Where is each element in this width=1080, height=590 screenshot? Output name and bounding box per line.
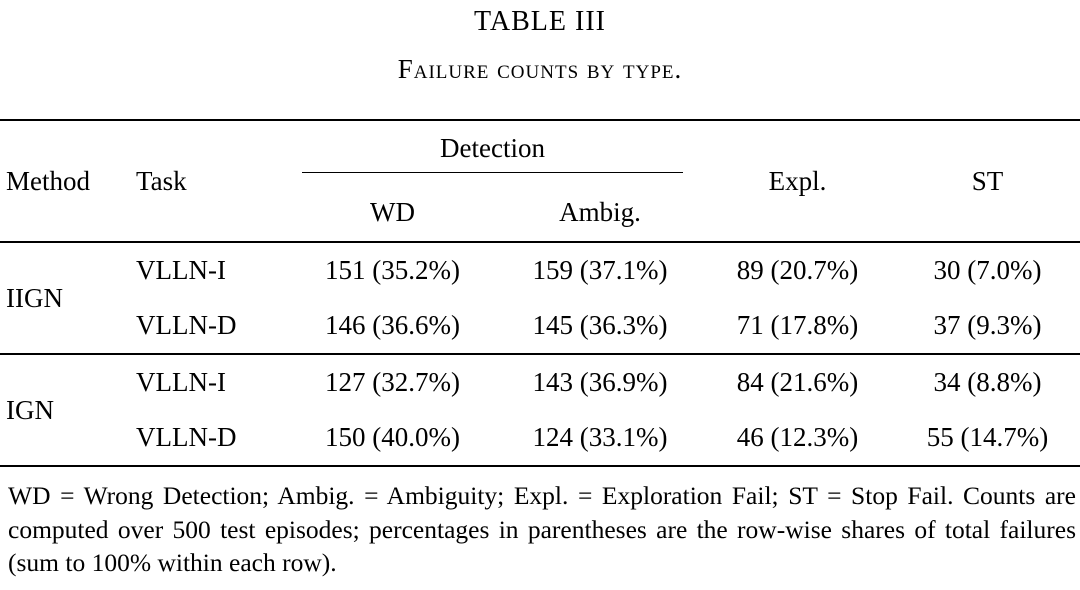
table-header: Method Task Detection Expl. ST WD Ambig. <box>0 120 1080 243</box>
header-wd: WD <box>285 184 500 243</box>
expl-cell: 89 (20.7%) <box>736 255 859 285</box>
method-cell: IGN <box>0 353 130 466</box>
table-row: IGN VLLN-I 127 (32.7%) 143 (36.9%) 84 (2… <box>0 353 1080 466</box>
header-st: ST <box>895 120 1080 243</box>
method-group-iign: IIGN VLLN-I 151 (35.2%) 159 (37.1%) 89 (… <box>0 242 1080 354</box>
header-task: Task <box>130 120 285 243</box>
failure-counts-table: Method Task Detection Expl. ST WD Ambig.… <box>0 119 1080 467</box>
header-detection: Detection <box>285 120 700 184</box>
st-cell: 37 (9.3%) <box>933 310 1042 340</box>
table-row: VLLN-D 146 (36.6%) 145 (36.3%) 71 (17.8%… <box>0 298 1080 354</box>
expl-cell: 71 (17.8%) <box>736 310 859 340</box>
task-cell: VLLN-D <box>136 422 237 452</box>
ambig-cell: 124 (33.1%) <box>532 422 668 452</box>
table-row: IIGN VLLN-I 151 (35.2%) 159 (37.1%) 89 (… <box>0 242 1080 313</box>
method-group-ign: IGN VLLN-I 127 (32.7%) 143 (36.9%) 84 (2… <box>0 353 1080 466</box>
st-cell: 55 (14.7%) <box>926 422 1049 452</box>
expl-cell: 84 (21.6%) <box>700 353 895 410</box>
task-cell: VLLN-D <box>136 310 237 340</box>
header-ambig: Ambig. <box>500 184 700 243</box>
wd-cell: 127 (32.7%) <box>285 353 500 410</box>
ambig-cell: 145 (36.3%) <box>532 310 668 340</box>
wd-cell: 146 (36.6%) <box>325 310 460 340</box>
expl-cell: 46 (12.3%) <box>736 422 859 452</box>
ambig-cell: 143 (36.9%) <box>500 353 700 410</box>
header-expl: Expl. <box>700 120 895 243</box>
header-detection-label: Detection <box>301 133 684 173</box>
table-caption: Failure counts by type. <box>397 54 683 84</box>
st-cell: 34 (8.8%) <box>895 353 1080 410</box>
header-method: Method <box>0 120 130 243</box>
wd-cell: 151 (35.2%) <box>325 255 460 285</box>
table-title: TABLE III <box>474 6 606 37</box>
table-footnote: WD = Wrong Detection; Ambig. = Ambiguity… <box>8 481 1076 578</box>
method-cell: IIGN <box>6 282 63 313</box>
wd-cell: 150 (40.0%) <box>325 422 460 452</box>
st-cell: 30 (7.0%) <box>933 255 1042 285</box>
task-cell: VLLN-I <box>136 255 226 285</box>
task-cell: VLLN-I <box>130 353 285 410</box>
table-row: VLLN-D 150 (40.0%) 124 (33.1%) 46 (12.3%… <box>0 410 1080 466</box>
ambig-cell: 159 (37.1%) <box>532 255 668 285</box>
